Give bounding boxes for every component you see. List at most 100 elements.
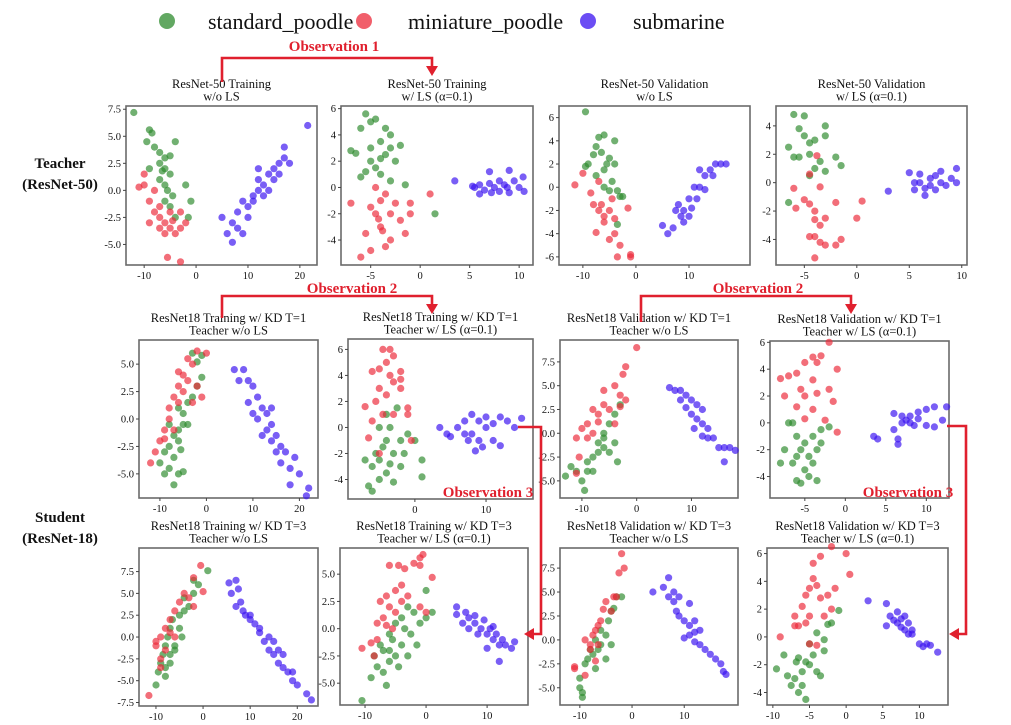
point-submarine <box>726 444 734 452</box>
point-standard-poodle <box>194 581 202 589</box>
point-miniature-poodle <box>391 199 399 207</box>
point-standard-poodle <box>787 681 795 690</box>
point-standard-poodle <box>179 409 187 418</box>
point-submarine <box>244 213 252 221</box>
point-standard-poodle <box>152 681 160 689</box>
point-standard-poodle <box>793 477 801 485</box>
point-submarine <box>254 393 262 401</box>
y-tick-label: -2 <box>334 449 343 460</box>
point-miniature-poodle <box>375 449 383 458</box>
y-tick-label: 4 <box>549 136 555 147</box>
point-standard-poodle <box>163 186 172 194</box>
point-standard-poodle <box>802 695 810 704</box>
point-standard-poodle <box>382 469 390 477</box>
point-miniature-poodle <box>176 258 185 266</box>
point-standard-poodle <box>166 650 174 659</box>
point-submarine <box>495 177 503 185</box>
point-standard-poodle <box>170 481 178 489</box>
plot-frame <box>559 547 739 706</box>
series-submarine <box>453 603 519 666</box>
point-submarine <box>228 238 236 246</box>
y-tick-label: 2 <box>757 605 762 616</box>
arrowhead-left-icon <box>949 628 959 640</box>
point-submarine <box>281 448 290 456</box>
point-submarine <box>501 641 509 649</box>
y-tick-label: -5.0 <box>318 679 335 690</box>
point-miniature-poodle <box>161 219 169 227</box>
y-tick-label: 6 <box>757 549 762 560</box>
point-submarine <box>489 436 497 445</box>
point-submarine <box>461 417 469 425</box>
point-submarine <box>487 189 495 197</box>
point-submarine <box>930 403 939 411</box>
point-submarine <box>665 384 674 392</box>
point-submarine <box>459 619 467 627</box>
point-miniature-poodle <box>156 213 164 221</box>
point-submarine <box>698 420 707 428</box>
point-miniature-poodle <box>616 241 624 249</box>
point-standard-poodle <box>619 192 627 201</box>
x-tick-label: 10 <box>243 271 254 282</box>
point-miniature-poodle <box>600 386 608 394</box>
point-standard-poodle <box>567 463 575 471</box>
y-tick-label: 5.0 <box>542 381 555 392</box>
series-miniature-poodle <box>347 183 434 261</box>
y-tick-label: 4 <box>760 365 766 376</box>
point-standard-poodle <box>781 446 789 454</box>
point-standard-poodle <box>407 630 415 638</box>
point-standard-poodle <box>811 164 819 173</box>
point-submarine <box>258 431 266 440</box>
point-submarine <box>267 420 276 429</box>
point-submarine <box>674 201 683 209</box>
point-miniature-poodle <box>616 403 624 411</box>
point-submarine <box>690 183 698 191</box>
series-miniature-poodle <box>145 561 207 700</box>
y-tick-label: 2 <box>338 397 343 408</box>
series-standard-poodle <box>581 108 627 228</box>
point-submarine <box>931 172 940 180</box>
series-miniature-poodle <box>572 344 641 477</box>
point-miniature-poodle <box>571 181 579 189</box>
point-standard-poodle <box>395 663 403 671</box>
point-submarine <box>687 410 696 418</box>
point-submarine <box>664 230 672 238</box>
point-standard-poodle <box>800 112 808 120</box>
point-standard-poodle <box>592 143 600 151</box>
series-submarine <box>230 366 313 500</box>
point-miniature-poodle <box>607 607 615 615</box>
point-standard-poodle <box>584 655 592 663</box>
point-submarine <box>685 195 693 203</box>
point-submarine <box>275 159 283 167</box>
point-standard-poodle <box>817 439 825 447</box>
point-miniature-poodle <box>161 435 169 443</box>
observation-1-label: Observation 1 <box>289 39 379 55</box>
point-standard-poodle <box>372 115 380 123</box>
point-miniature-poodle <box>586 645 594 654</box>
point-standard-poodle <box>388 636 397 644</box>
point-miniature-poodle <box>599 605 607 613</box>
point-submarine <box>904 630 913 638</box>
point-miniature-poodle <box>140 170 148 178</box>
point-standard-poodle <box>379 443 387 451</box>
panel-title-line-2: w/ LS (α=0.1) <box>836 90 907 104</box>
point-standard-poodle <box>170 431 178 440</box>
point-miniature-poodle <box>379 410 387 418</box>
point-miniature-poodle <box>832 241 840 249</box>
point-miniature-poodle <box>199 588 207 596</box>
point-standard-poodle <box>594 448 602 456</box>
y-tick-label: -4 <box>545 229 554 240</box>
point-miniature-poodle <box>145 219 153 227</box>
point-miniature-poodle <box>166 224 174 232</box>
x-tick-label: 10 <box>921 504 932 515</box>
point-standard-poodle <box>583 467 592 475</box>
x-tick-label: -10 <box>153 504 167 515</box>
point-standard-poodle <box>177 446 185 454</box>
point-submarine <box>680 617 688 625</box>
y-tick-label: 7.5 <box>108 105 121 116</box>
point-standard-poodle <box>811 136 819 144</box>
point-submarine <box>505 166 513 174</box>
point-submarine <box>649 588 657 596</box>
point-miniature-poodle <box>792 204 800 212</box>
point-submarine <box>688 204 696 212</box>
point-submarine <box>952 179 961 187</box>
